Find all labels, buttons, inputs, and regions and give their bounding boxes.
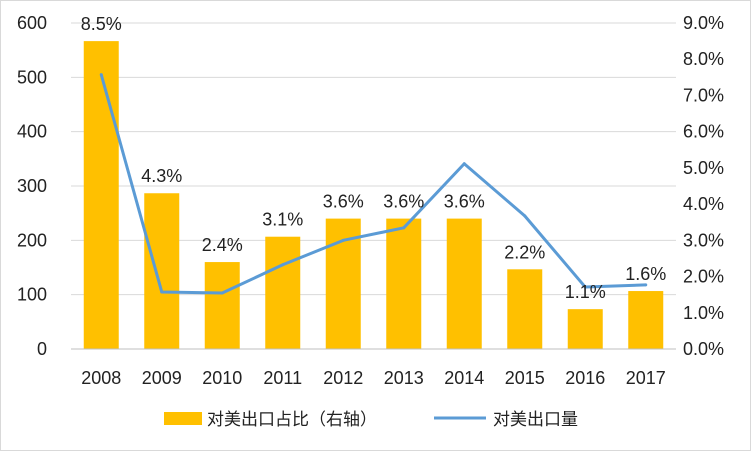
bar-data-label: 2.2%	[504, 242, 545, 262]
bar	[628, 291, 664, 349]
x-tick-label: 2017	[626, 368, 666, 388]
legend-label-line: 对美出口量	[493, 410, 578, 430]
y-left-tick-label: 600	[17, 13, 47, 33]
bar	[386, 218, 422, 349]
bar	[446, 218, 482, 349]
right-axis: 0.0% 1.0% 2.0% 3.0% 4.0% 5.0% 6.0% 7.0% 8.0% 9.0%	[683, 13, 724, 359]
line-point	[462, 162, 466, 166]
y-right-tick-label: 3.0%	[683, 230, 724, 250]
line-point	[523, 214, 527, 218]
y-left-tick-label: 200	[17, 230, 47, 250]
line-point	[402, 226, 406, 230]
y-right-tick-label: 5.0%	[683, 158, 724, 178]
x-tick-label: 2009	[142, 368, 182, 388]
x-axis: 2008 2009 2010 2011 2012 2013 2014 2015 2016 2017	[71, 348, 676, 388]
bar	[567, 309, 603, 349]
y-right-tick-label: 6.0%	[683, 122, 724, 142]
bar-data-label: 3.1%	[262, 210, 303, 230]
x-tick-label: 2008	[81, 368, 121, 388]
bar-data-label: 3.6%	[383, 192, 424, 212]
bar-data-label: 4.3%	[141, 166, 182, 186]
x-tick-label: 2014	[444, 368, 484, 388]
bar-series	[83, 41, 664, 349]
bar-data-label: 1.6%	[625, 264, 666, 284]
line-point	[281, 263, 285, 267]
y-right-tick-label: 1.0%	[683, 303, 724, 323]
bar-data-label: 1.1%	[565, 282, 606, 302]
y-right-tick-label: 9.0%	[683, 13, 724, 33]
y-left-tick-label: 300	[17, 176, 47, 196]
line-point	[160, 290, 164, 294]
bar-data-label: 3.6%	[323, 192, 364, 212]
line-point	[583, 285, 587, 289]
line-point	[99, 73, 103, 77]
y-left-tick-label: 400	[17, 122, 47, 142]
line-point	[341, 238, 345, 242]
legend: 对美出口占比（右轴） 对美出口量	[164, 410, 578, 430]
x-tick-label: 2013	[384, 368, 424, 388]
y-left-tick-label: 0	[37, 339, 47, 359]
y-right-tick-label: 8.0%	[683, 49, 724, 69]
data-labels: 8.5% 4.3% 2.4% 3.1% 3.6% 3.6% 3.6% 2.2% 1.1% 1.6%	[81, 14, 667, 302]
line-point	[644, 283, 648, 287]
line-series	[99, 73, 648, 295]
legend-label-bar: 对美出口占比（右轴）	[207, 410, 377, 430]
bar	[144, 193, 180, 349]
y-left-tick-label: 100	[17, 285, 47, 305]
x-tick-label: 2012	[323, 368, 363, 388]
left-axis: 0 100 200 300 400 500 600	[17, 13, 47, 359]
line-point	[220, 291, 224, 295]
x-tick-label: 2016	[565, 368, 605, 388]
bar	[507, 269, 543, 349]
bar-data-label: 8.5%	[81, 14, 122, 34]
legend-swatch-bar	[164, 412, 202, 425]
y-right-tick-label: 4.0%	[683, 194, 724, 214]
bar-data-label: 2.4%	[202, 235, 243, 255]
bar	[265, 236, 301, 349]
bar-data-label: 3.6%	[444, 192, 485, 212]
x-tick-label: 2010	[202, 368, 242, 388]
x-tick-label: 2011	[263, 368, 302, 388]
bar	[83, 41, 119, 349]
y-right-tick-label: 0.0%	[683, 339, 724, 359]
y-left-tick-label: 500	[17, 67, 47, 87]
y-right-tick-label: 2.0%	[683, 267, 724, 287]
x-tick-label: 2015	[505, 368, 545, 388]
y-right-tick-label: 7.0%	[683, 85, 724, 105]
bar	[204, 262, 240, 349]
line-path	[99, 74, 646, 295]
